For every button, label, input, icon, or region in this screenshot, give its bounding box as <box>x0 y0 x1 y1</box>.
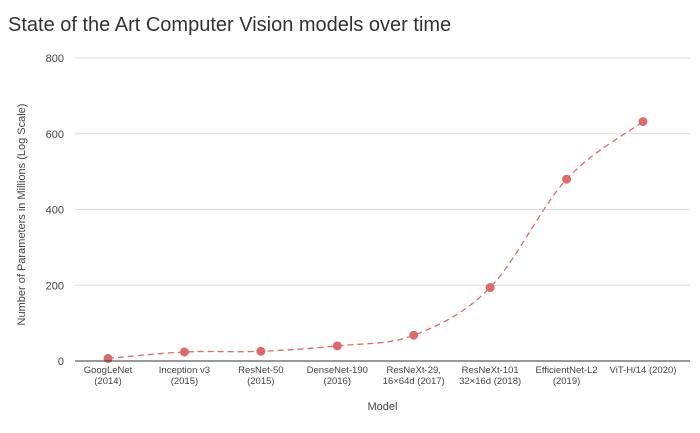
x-tick-labels: GoogLeNet (2014) Inception v3 (2015) ResNet-… <box>84 365 677 387</box>
x-tick-label: ResNeXt-29, 16×64d (2017) <box>383 365 445 387</box>
y-tick-label: 600 <box>46 129 64 141</box>
x-axis-title: Model <box>368 401 398 413</box>
data-point <box>409 330 419 340</box>
y-tick-label: 800 <box>46 53 64 65</box>
data-point <box>332 341 342 351</box>
x-tick-label: ResNet-50 (2015) <box>238 365 283 387</box>
data-point <box>562 174 572 184</box>
x-tick-label: ViT-H/14 (2020) <box>610 365 677 376</box>
y-tick-label: 0 <box>58 356 64 368</box>
x-tick-label: ResNeXt-101 32×16d (2018) <box>459 365 521 387</box>
data-point <box>638 117 648 127</box>
y-tick-label: 200 <box>46 280 64 292</box>
data-point <box>485 283 495 293</box>
chart-title: State of the Art Computer Vision models … <box>8 14 452 36</box>
x-tick-label: Inception v3 (2015) <box>159 365 210 387</box>
data-point <box>179 347 189 357</box>
x-tick-label: EfficientNet-L2 (2019) <box>536 365 598 387</box>
x-tick-label: GoogLeNet (2014) <box>84 365 133 387</box>
data-points <box>103 117 648 363</box>
data-point <box>256 346 266 356</box>
series-line <box>107 121 644 360</box>
data-point <box>103 353 113 363</box>
y-tick-label: 400 <box>46 205 64 217</box>
gridlines <box>75 57 690 286</box>
y-axis-title: Number of Parameters in Millions (Log Sc… <box>16 104 28 326</box>
x-tick-label: DenseNet-190 (2016) <box>307 365 368 387</box>
y-tick-labels: 0 200 400 600 800 <box>46 53 64 368</box>
